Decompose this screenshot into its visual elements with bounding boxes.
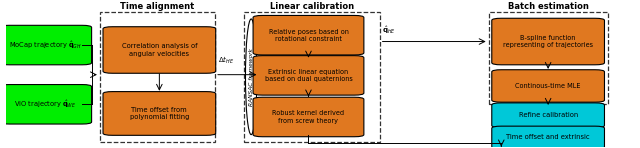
- FancyBboxPatch shape: [103, 27, 216, 73]
- FancyBboxPatch shape: [253, 97, 364, 137]
- Text: Correlation analysis of
angular velocities: Correlation analysis of angular velociti…: [122, 43, 197, 57]
- Bar: [100, 12, 215, 142]
- Text: Continous-time MLE: Continous-time MLE: [515, 83, 581, 89]
- Text: Time offset and extrinsic: Time offset and extrinsic: [506, 134, 590, 140]
- FancyBboxPatch shape: [0, 85, 92, 124]
- FancyBboxPatch shape: [253, 56, 364, 95]
- Bar: [244, 12, 380, 142]
- Text: Robust kernel derived
from screw theory: Robust kernel derived from screw theory: [273, 110, 344, 124]
- Text: B-spline function
representing of trajectories: B-spline function representing of trajec…: [503, 35, 593, 48]
- Text: Extrinsic linear equation
based on dual quaternions: Extrinsic linear equation based on dual …: [264, 69, 353, 82]
- Text: $\hat{\mathbf{q}}_{HE}$: $\hat{\mathbf{q}}_{HE}$: [381, 24, 396, 36]
- Text: RANSAC framework: RANSAC framework: [249, 48, 253, 106]
- Text: VIO trajectory $\hat{\mathbf{q}}_{WE}$: VIO trajectory $\hat{\mathbf{q}}_{WE}$: [15, 99, 77, 110]
- Text: MoCap trajectory $\hat{\mathbf{q}}_{GH}$: MoCap trajectory $\hat{\mathbf{q}}_{GH}$: [9, 39, 82, 51]
- FancyBboxPatch shape: [492, 103, 605, 128]
- Text: Linear calibration: Linear calibration: [269, 1, 354, 11]
- FancyBboxPatch shape: [0, 25, 92, 65]
- FancyBboxPatch shape: [492, 126, 605, 148]
- FancyBboxPatch shape: [253, 15, 364, 55]
- Text: Relative poses based on
rotational constraint: Relative poses based on rotational const…: [269, 29, 348, 42]
- Text: Time offset from
polynomial fitting: Time offset from polynomial fitting: [130, 107, 189, 120]
- Text: $\Delta t_{HE}$: $\Delta t_{HE}$: [218, 55, 234, 66]
- FancyBboxPatch shape: [492, 18, 605, 65]
- Bar: [488, 12, 607, 104]
- FancyBboxPatch shape: [103, 92, 216, 135]
- Text: Batch estimation: Batch estimation: [508, 1, 589, 11]
- Text: Refine calibration: Refine calibration: [518, 112, 578, 118]
- Ellipse shape: [246, 19, 257, 135]
- Text: Time alignment: Time alignment: [120, 1, 195, 11]
- FancyBboxPatch shape: [492, 70, 605, 102]
